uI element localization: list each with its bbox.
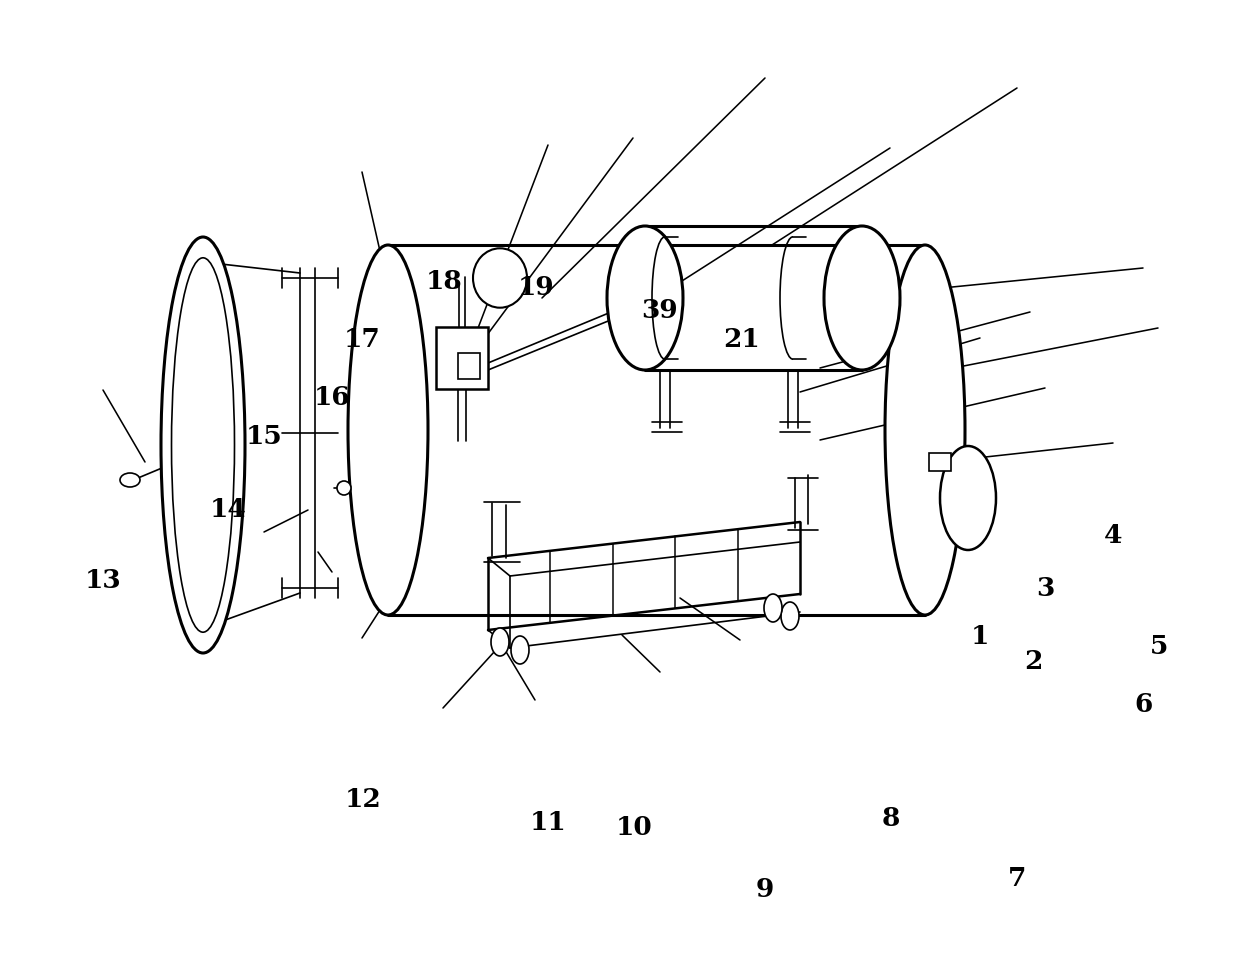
Ellipse shape xyxy=(491,628,508,656)
Ellipse shape xyxy=(764,594,782,622)
Text: 2: 2 xyxy=(1024,648,1042,674)
Text: 21: 21 xyxy=(723,327,760,352)
Text: 16: 16 xyxy=(314,385,351,410)
Text: 7: 7 xyxy=(1008,866,1025,891)
Text: 18: 18 xyxy=(425,269,463,294)
Text: 5: 5 xyxy=(1151,634,1168,659)
Ellipse shape xyxy=(885,245,965,615)
Text: 17: 17 xyxy=(343,327,381,352)
Text: 3: 3 xyxy=(1037,576,1054,601)
Ellipse shape xyxy=(608,226,683,370)
Text: 14: 14 xyxy=(210,497,247,522)
Ellipse shape xyxy=(472,248,527,308)
Bar xyxy=(436,327,489,389)
Text: 19: 19 xyxy=(517,275,554,300)
Text: 13: 13 xyxy=(84,568,122,593)
Bar xyxy=(458,353,480,379)
Text: 39: 39 xyxy=(641,298,678,323)
Text: 1: 1 xyxy=(971,624,988,649)
Text: 4: 4 xyxy=(1105,523,1122,548)
Ellipse shape xyxy=(120,473,140,487)
Text: 12: 12 xyxy=(345,786,382,812)
Text: 11: 11 xyxy=(529,810,567,835)
Text: 6: 6 xyxy=(1135,692,1152,717)
Text: 15: 15 xyxy=(246,424,283,449)
Text: 10: 10 xyxy=(615,815,652,841)
Ellipse shape xyxy=(161,237,246,653)
Ellipse shape xyxy=(781,602,799,630)
Ellipse shape xyxy=(940,446,996,550)
Text: 8: 8 xyxy=(882,806,899,831)
Ellipse shape xyxy=(511,636,529,664)
Text: 9: 9 xyxy=(756,877,774,902)
Bar xyxy=(929,453,951,471)
Ellipse shape xyxy=(337,481,351,495)
Ellipse shape xyxy=(348,245,428,615)
Ellipse shape xyxy=(171,258,234,632)
Ellipse shape xyxy=(825,226,900,370)
